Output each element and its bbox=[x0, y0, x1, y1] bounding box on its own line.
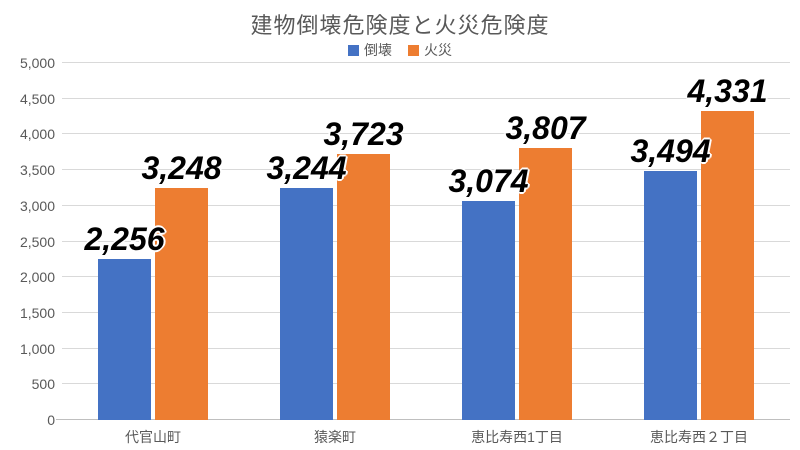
legend-swatch-icon bbox=[408, 44, 419, 56]
gridline bbox=[62, 240, 790, 242]
y-tick-label: 2,500 bbox=[19, 233, 55, 250]
y-tick-label: 1,500 bbox=[19, 304, 55, 321]
data-label-火災-恵比寿西1丁目: 3,807 bbox=[505, 110, 586, 147]
legend-label: 火災 bbox=[424, 42, 452, 58]
gridline bbox=[62, 383, 790, 385]
x-axis: 代官山町 猿楽町 恵比寿西1丁目 恵比寿西２丁目 bbox=[62, 427, 790, 445]
y-tick-label: 2,000 bbox=[19, 269, 55, 286]
gridline bbox=[62, 62, 790, 63]
y-tick-label: 1,000 bbox=[19, 340, 55, 357]
bar-倒壊-恵比寿西２丁目 bbox=[644, 170, 697, 420]
plot-area: 2,256 3,244 3,074 3,494 3,248 3,723 3,807 4,331 bbox=[56, 62, 790, 420]
x-category-label: 代官山町 bbox=[125, 429, 181, 445]
gridline bbox=[62, 311, 790, 313]
y-tick-label: 3,500 bbox=[19, 162, 55, 179]
data-label-火災-恵比寿西２丁目: 4,331 bbox=[687, 72, 768, 109]
x-category-label: 恵比寿西1丁目 bbox=[471, 429, 563, 445]
data-label-倒壊-恵比寿西1丁目: 3,074 bbox=[448, 162, 529, 199]
bar-倒壊-恵比寿西1丁目 bbox=[462, 200, 515, 420]
chart-title: 建物倒壊危険度と火災危険度 bbox=[250, 13, 550, 38]
legend-label: 倒壊 bbox=[364, 42, 392, 58]
y-tick-label: 4,000 bbox=[19, 126, 55, 143]
bar-火災-猿楽町 bbox=[337, 154, 390, 420]
legend-item-火災: 火災 bbox=[408, 40, 452, 60]
data-label-倒壊-猿楽町: 3,244 bbox=[266, 150, 347, 187]
y-tick-label: 3,000 bbox=[19, 197, 55, 214]
bar-倒壊-猿楽町 bbox=[280, 188, 333, 420]
y-tick-label: 500 bbox=[31, 376, 55, 393]
legend: 倒壊 火災 bbox=[0, 40, 800, 60]
data-label-倒壊-恵比寿西２丁目: 3,494 bbox=[630, 132, 711, 169]
bar-火災-恵比寿西1丁目 bbox=[519, 148, 572, 420]
bar-火災-代官山町 bbox=[155, 188, 208, 420]
x-category-label: 猿楽町 bbox=[314, 429, 356, 445]
gridline bbox=[62, 347, 790, 349]
gridline bbox=[62, 97, 790, 99]
gridline bbox=[62, 169, 790, 171]
x-category-label: 恵比寿西２丁目 bbox=[650, 429, 748, 445]
gridline bbox=[62, 276, 790, 278]
bar-火災-恵比寿西２丁目 bbox=[701, 110, 754, 420]
data-label-火災-猿楽町: 3,723 bbox=[323, 116, 404, 153]
y-tick-label: 4,500 bbox=[19, 90, 55, 107]
bar-倒壊-代官山町 bbox=[98, 258, 151, 420]
legend-swatch-icon bbox=[348, 44, 359, 56]
x-axis-line bbox=[56, 419, 790, 420]
legend-item-倒壊: 倒壊 bbox=[348, 40, 392, 60]
y-tick-label: 0 bbox=[47, 412, 55, 428]
gridline bbox=[62, 133, 790, 135]
data-label-火災-代官山町: 3,248 bbox=[141, 150, 222, 187]
y-axis: 0 500 1,000 1,500 2,000 2,500 3,000 3,500 4,000 4… bbox=[0, 56, 55, 427]
y-tick-label: 5,000 bbox=[19, 55, 55, 71]
data-label-倒壊-代官山町: 2,256 bbox=[84, 220, 165, 257]
gridline bbox=[62, 204, 790, 206]
